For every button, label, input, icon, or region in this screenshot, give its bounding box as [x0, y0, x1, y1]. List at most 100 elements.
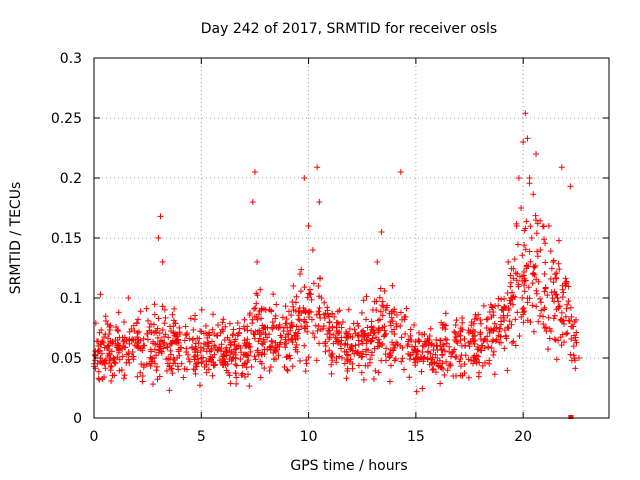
data-point-plus: [232, 369, 239, 376]
data-point-plus: [562, 282, 569, 289]
data-point-plus: [500, 303, 507, 310]
data-point-plus: [336, 307, 343, 314]
data-point-plus: [476, 369, 483, 376]
data-point-plus: [555, 298, 562, 305]
data-point-plus: [106, 326, 113, 333]
data-point-plus: [407, 326, 414, 333]
data-point-plus: [560, 289, 567, 296]
data-point-plus: [135, 316, 142, 323]
data-point-plus: [115, 328, 122, 335]
data-point-plus: [150, 321, 157, 328]
data-point-plus: [209, 326, 216, 333]
data-point-plus: [321, 340, 328, 347]
data-point-plus: [264, 324, 271, 331]
data-point-plus: [226, 356, 233, 363]
data-point-plus: [301, 324, 308, 331]
data-point-plus: [281, 364, 288, 371]
data-point-plus: [393, 320, 400, 327]
data-point-plus: [375, 369, 382, 376]
data-point-plus: [172, 330, 179, 337]
data-point-plus: [534, 253, 541, 260]
data-point-plus: [147, 346, 154, 353]
data-point-plus: [551, 288, 558, 295]
data-point-plus: [291, 332, 298, 339]
data-point-plus: [483, 316, 490, 323]
data-point-plus: [459, 372, 466, 379]
data-point-plus: [519, 306, 526, 313]
data-point-plus: [465, 374, 472, 381]
data-point-plus: [271, 356, 278, 363]
data-point-plus: [333, 355, 340, 361]
data-point-plus: [344, 341, 351, 348]
data-point-plus: [358, 369, 365, 376]
data-point-plus: [192, 340, 199, 347]
data-point-plus: [442, 326, 449, 333]
data-point-plus: [397, 169, 404, 175]
data-point-plus: [418, 368, 425, 375]
data-point-plus: [550, 257, 557, 264]
data-point-plus: [304, 294, 311, 301]
data-point-plus: [519, 294, 526, 301]
data-point-plus: [338, 324, 345, 331]
data-point-plus: [515, 175, 522, 181]
data-point-plus: [476, 359, 483, 366]
data-point-plus: [564, 301, 571, 308]
data-point-plus: [163, 343, 170, 349]
data-point-plus: [509, 289, 516, 296]
data-point-plus: [513, 223, 520, 229]
data-point-plus: [336, 330, 343, 337]
data-point-plus: [303, 357, 310, 364]
data-point-plus: [501, 317, 508, 324]
data-point-plus: [572, 365, 579, 372]
data-point-plus: [504, 324, 511, 331]
data-point-plus: [254, 259, 261, 265]
data-point-plus: [232, 346, 239, 353]
data-point-plus: [230, 331, 237, 338]
data-point-plus: [354, 320, 361, 327]
data-point-plus: [292, 329, 299, 336]
data-point-plus: [533, 276, 540, 283]
data-point-plus: [120, 375, 127, 382]
data-point-plus: [535, 318, 542, 325]
data-point-plus: [161, 320, 168, 327]
data-point-plus: [534, 248, 541, 255]
data-point-plus: [430, 346, 437, 353]
data-point-plus: [254, 316, 261, 323]
data-point-plus: [301, 284, 308, 291]
data-point-plus: [140, 364, 147, 371]
data-point-plus: [362, 351, 369, 358]
data-point-plus: [481, 336, 488, 343]
data-point-plus: [328, 310, 335, 317]
data-point-plus: [339, 354, 346, 361]
data-point-plus: [450, 348, 457, 355]
data-point-plus: [267, 363, 274, 370]
data-point-plus: [95, 368, 102, 375]
data-point-plus: [162, 314, 169, 321]
data-point-plus: [509, 295, 516, 301]
data-point-plus: [344, 367, 351, 374]
data-point-plus: [137, 369, 144, 376]
data-point-plus: [506, 318, 513, 325]
data-point-plus: [545, 314, 552, 321]
data-point-plus: [419, 342, 426, 349]
data-point-plus: [154, 376, 161, 383]
data-point-plus: [393, 312, 400, 319]
data-point-plus: [102, 365, 109, 372]
data-point-plus: [290, 307, 297, 313]
data-point-plus: [421, 331, 428, 338]
data-point-plus: [485, 343, 492, 350]
data-point-plus: [293, 341, 300, 348]
data-point-plus: [377, 285, 384, 292]
data-point-plus: [121, 318, 128, 325]
data-point-plus: [197, 347, 204, 354]
data-point-plus: [397, 322, 404, 329]
data-point-plus: [568, 357, 575, 364]
data-point-plus: [432, 369, 439, 376]
data-point-plus: [158, 350, 165, 357]
data-point-plus: [251, 353, 258, 360]
data-point-plus: [505, 325, 512, 332]
data-point-plus: [371, 345, 378, 352]
data-point-plus: [202, 322, 209, 329]
data-point-plus: [446, 343, 453, 350]
